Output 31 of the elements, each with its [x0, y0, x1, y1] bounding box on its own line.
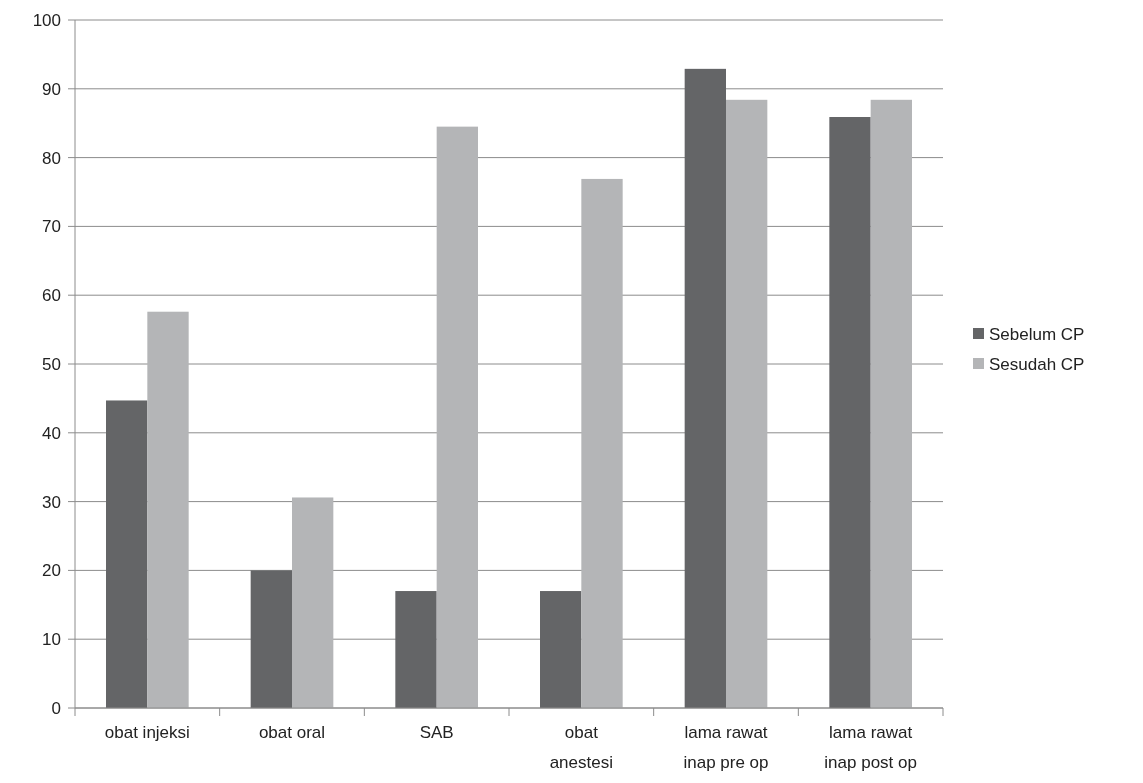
legend-label: Sebelum CP [989, 324, 1085, 344]
bar [726, 99, 768, 708]
y-tick-label: 40 [42, 423, 61, 443]
bar [436, 126, 478, 708]
x-tick-label: obat anestesi [549, 723, 613, 772]
bar [395, 591, 437, 708]
x-tick-label: obat injeksi [104, 723, 190, 742]
legend-label: Sesudah CP [989, 354, 1085, 374]
y-tick-label: 20 [42, 561, 61, 581]
bar [106, 400, 148, 708]
y-tick-label: 50 [42, 354, 61, 374]
x-tick-label: lama rawat inap post op [824, 723, 917, 772]
x-tick-label: lama rawat inap pre op [683, 723, 769, 772]
y-tick-label: 10 [42, 630, 61, 650]
bar [581, 178, 623, 708]
y-tick-label: 100 [32, 10, 61, 30]
bar [684, 68, 726, 708]
y-tick-label: 90 [42, 79, 61, 99]
y-tick-label: 0 [51, 698, 61, 718]
bar [870, 99, 912, 708]
bar [147, 311, 189, 708]
bar [829, 117, 871, 708]
bar [250, 570, 292, 708]
y-tick-label: 30 [42, 492, 61, 512]
y-tick-label: 80 [42, 148, 61, 168]
y-tick-label: 70 [42, 217, 61, 237]
bar [292, 497, 334, 708]
x-tick-label: SAB [419, 723, 454, 742]
y-tick-label: 60 [42, 286, 61, 306]
bar [540, 591, 582, 708]
x-tick-label: obat oral [258, 723, 326, 742]
